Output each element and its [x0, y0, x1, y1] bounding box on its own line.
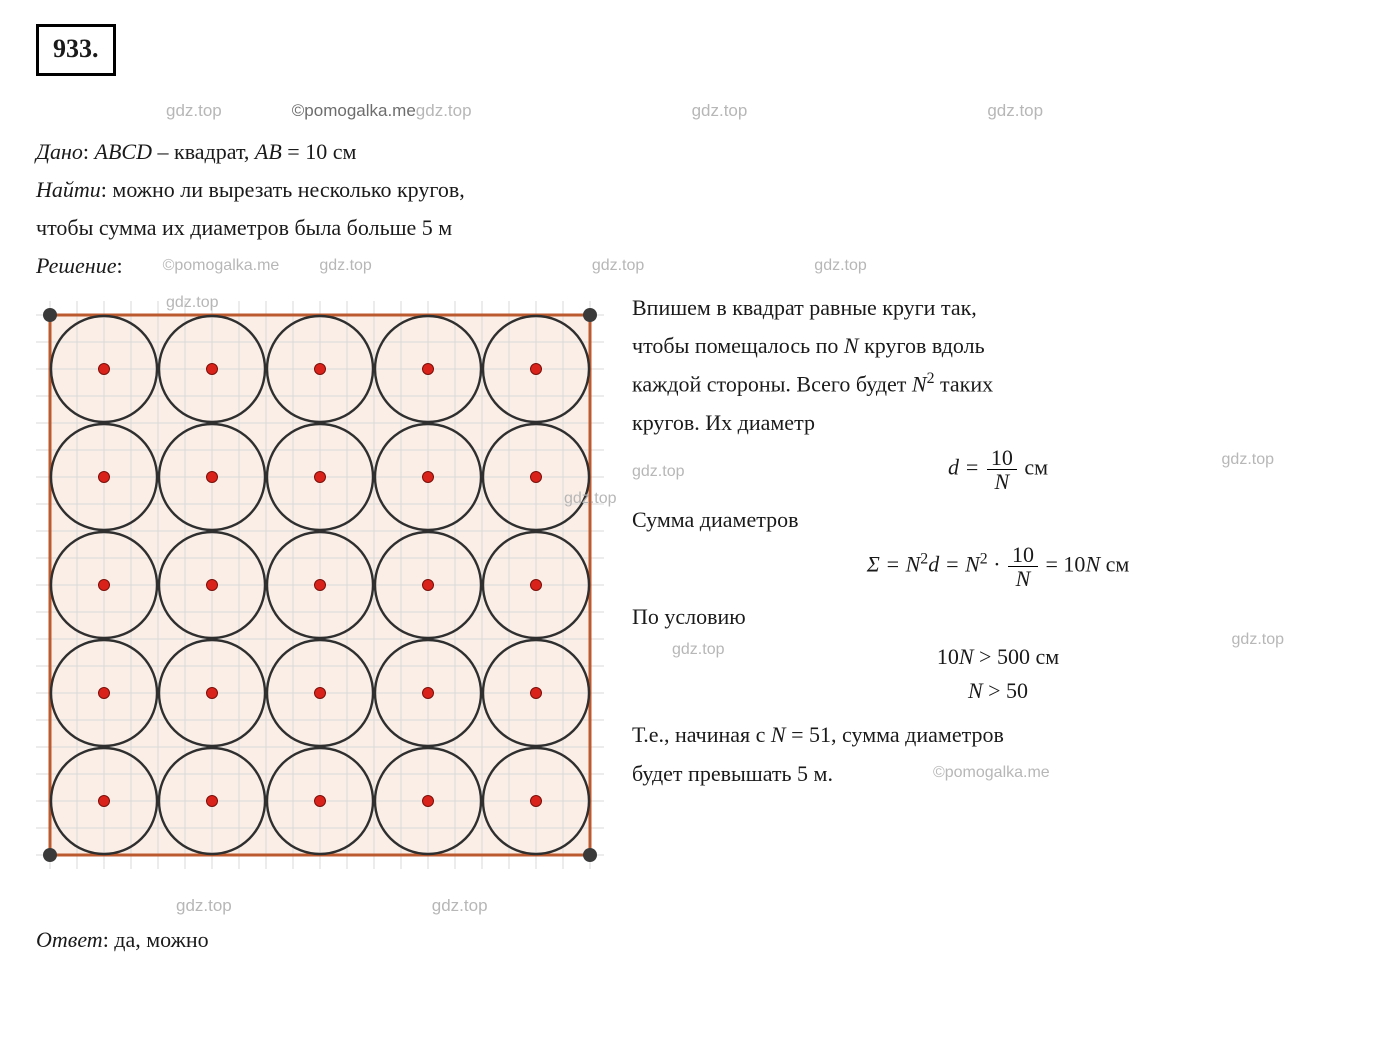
wm-gdz: gdz.top [432, 893, 488, 919]
wm-gdz: gdz.top [319, 254, 371, 279]
wm-gdz: gdz.top [1222, 448, 1274, 473]
wm-gdz: gdz.top [592, 254, 644, 279]
wm-gdz: gdz.top [1232, 628, 1284, 653]
unit: см [1100, 552, 1129, 577]
N2: N [912, 372, 927, 397]
watermark-row-top: gdz.top ©pomogalka.megdz.top gdz.top gdz… [36, 98, 1364, 124]
main-row: gdz.top Впишем в квадрат равные круги та… [36, 287, 1364, 887]
solution-p1-line2: чтобы помещалось по N кругов вдоль [632, 329, 1364, 363]
N: N [906, 552, 921, 577]
answer-text: : да, можно [103, 927, 209, 952]
wm-gdz: gdz.top [166, 98, 222, 124]
wm-pm: ©pomogalka.me [163, 254, 280, 279]
find-block: Найти: можно ли вырезать несколько круго… [36, 173, 1364, 207]
circles-in-square-diagram [36, 287, 606, 887]
equation-d: gdz.top d = 10 N см gdz.top [632, 446, 1364, 493]
solution-header-row: Решение: ©pomogalka.me gdz.top gdz.top g… [36, 249, 1364, 283]
t: d = [928, 552, 965, 577]
den: N [1008, 567, 1038, 590]
answer-label: Ответ [36, 927, 103, 952]
answer-block: Ответ: да, можно [36, 923, 1364, 957]
num: 10 [987, 446, 1017, 470]
solution-p1f: кругов. Их диаметр [632, 406, 1364, 440]
t: Σ = [867, 552, 906, 577]
wm-gdz: gdz.top [814, 254, 866, 279]
figure-column: gdz.top [36, 287, 606, 887]
sq-exponent: 2 [927, 370, 935, 387]
N: N [844, 333, 859, 358]
t: = 10 [1046, 552, 1086, 577]
watermark-row-bottom: gdz.top gdz.top [36, 893, 1364, 919]
t: таких [935, 372, 994, 397]
t: будет превышать 5 м. [632, 757, 833, 791]
equation-cond: gdz.top gdz.top 10N > 500 см N > 50 [632, 640, 1364, 708]
find-label: Найти [36, 177, 101, 202]
num: 10 [1008, 543, 1038, 567]
dot: · [988, 552, 1006, 577]
t: d = [948, 454, 985, 479]
wm-pm: ©pomogalka.me [292, 98, 416, 124]
N: N [1085, 552, 1100, 577]
t: чтобы помещалось по [632, 333, 844, 358]
t: Т.е., начиная с [632, 722, 771, 747]
wm-gdz: gdz.top [987, 98, 1043, 124]
wm-gdz: gdz.top [692, 98, 748, 124]
den: N [987, 470, 1017, 493]
t: = 51, сумма диаметров [786, 722, 1004, 747]
N: N [959, 644, 974, 669]
unit: см [1024, 454, 1048, 479]
problem-number: 933. [53, 34, 99, 63]
given-sep: – квадрат, [152, 139, 255, 164]
solution-p1a: Впишем в квадрат равные круги так, [632, 291, 1364, 325]
find-line2: чтобы сумма их диаметров была больше 5 м [36, 211, 1364, 245]
exp: 2 [980, 550, 988, 567]
N: N [965, 552, 980, 577]
t: каждой стороны. Всего будет [632, 372, 912, 397]
N: N [968, 678, 983, 703]
t: кругов вдоль [859, 333, 985, 358]
given-ab: AB [255, 139, 282, 164]
wm-gdz: gdz.top [672, 638, 724, 663]
solution-label: Решение [36, 253, 116, 278]
given-abcd: ABCD [95, 139, 152, 164]
given-label: Дано [36, 139, 83, 164]
problem-number-box: 933. [36, 24, 116, 76]
wm-gdz: gdz.top [166, 291, 218, 316]
given-block: Дано: ABCD – квадрат, AB = 10 см [36, 135, 1364, 169]
wm-pm: ©pomogalka.me [933, 761, 1050, 786]
t: > 500 см [974, 644, 1060, 669]
wm-gdz: gdz.top [632, 460, 684, 485]
equation-sigma: Σ = N2d = N2 · 10 N = 10N см [632, 543, 1364, 590]
wm-gdz: gdz.top [416, 98, 472, 124]
t: 10 [937, 644, 959, 669]
solution-p4-line1: Т.е., начиная с N = 51, сумма диаметров [632, 718, 1364, 752]
solution-p2: Сумма диаметров [632, 503, 1364, 537]
N: N [771, 722, 786, 747]
solution-p1-line3: каждой стороны. Всего будет N2 таких [632, 367, 1364, 401]
solution-text-column: Впишем в квадрат равные круги так, чтобы… [632, 287, 1364, 795]
given-eq: = 10 см [282, 139, 357, 164]
t: > 50 [983, 678, 1028, 703]
wm-gdz: gdz.top [176, 893, 232, 919]
find-line1: : можно ли вырезать несколько кругов, [101, 177, 465, 202]
given-text: : [83, 139, 95, 164]
wm-gdz: gdz.top [564, 487, 616, 512]
solution-p4-line2: будет превышать 5 м. ©pomogalka.me [632, 757, 1364, 791]
